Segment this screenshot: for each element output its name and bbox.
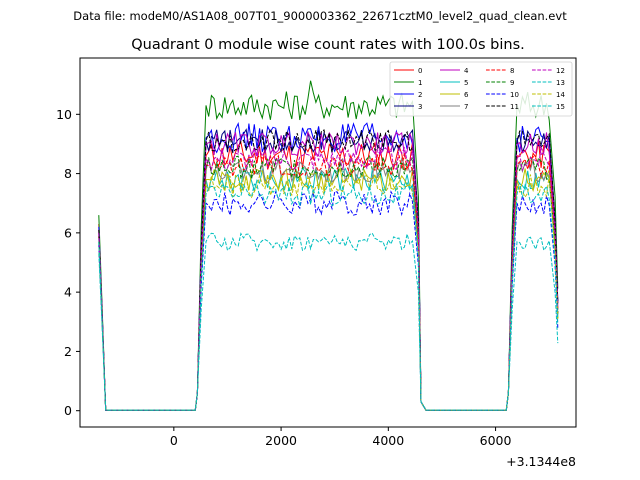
- legend-label: 13: [556, 79, 565, 87]
- y-tick-label: 0: [64, 403, 72, 418]
- legend-label: 9: [510, 79, 514, 87]
- x-tick-label: 2000: [265, 433, 297, 448]
- y-tick-label: 2: [64, 344, 72, 359]
- series-lines: [98, 80, 559, 411]
- legend-label: 6: [464, 91, 469, 99]
- legend-label: 4: [464, 67, 469, 75]
- y-tick-label: 8: [64, 166, 72, 181]
- legend-label: 5: [464, 79, 468, 87]
- legend-label: 2: [418, 91, 422, 99]
- legend-label: 10: [510, 91, 519, 99]
- legend-label: 14: [556, 91, 565, 99]
- legend-label: 12: [556, 67, 565, 75]
- series-line-15: [98, 181, 559, 411]
- series-line-13: [98, 232, 559, 411]
- x-tick-label: 4000: [372, 433, 404, 448]
- y-tick-label: 10: [56, 107, 72, 122]
- legend-label: 8: [510, 67, 514, 75]
- legend-label: 1: [418, 79, 422, 87]
- legend-label: 0: [418, 67, 422, 75]
- legend-label: 7: [464, 103, 468, 111]
- y-tick-label: 4: [64, 285, 72, 300]
- x-tick-label: 0: [170, 433, 178, 448]
- legend-box: [389, 61, 573, 117]
- legend-label: 15: [556, 103, 565, 111]
- legend-label: 11: [510, 103, 519, 111]
- x-axis: 0 2000 4000 6000: [170, 427, 512, 448]
- y-axis: 0 2 4 6 8 10: [56, 107, 80, 418]
- legend-label: 3: [418, 103, 422, 111]
- x-axis-offset-label: +3.1344e8: [506, 454, 576, 469]
- y-tick-label: 6: [64, 225, 72, 240]
- chart-title: Quadrant 0 module wise count rates with …: [131, 37, 525, 53]
- x-tick-label: 6000: [480, 433, 512, 448]
- data-file-label: Data file: modeM0/AS1A08_007T01_90000033…: [73, 9, 567, 23]
